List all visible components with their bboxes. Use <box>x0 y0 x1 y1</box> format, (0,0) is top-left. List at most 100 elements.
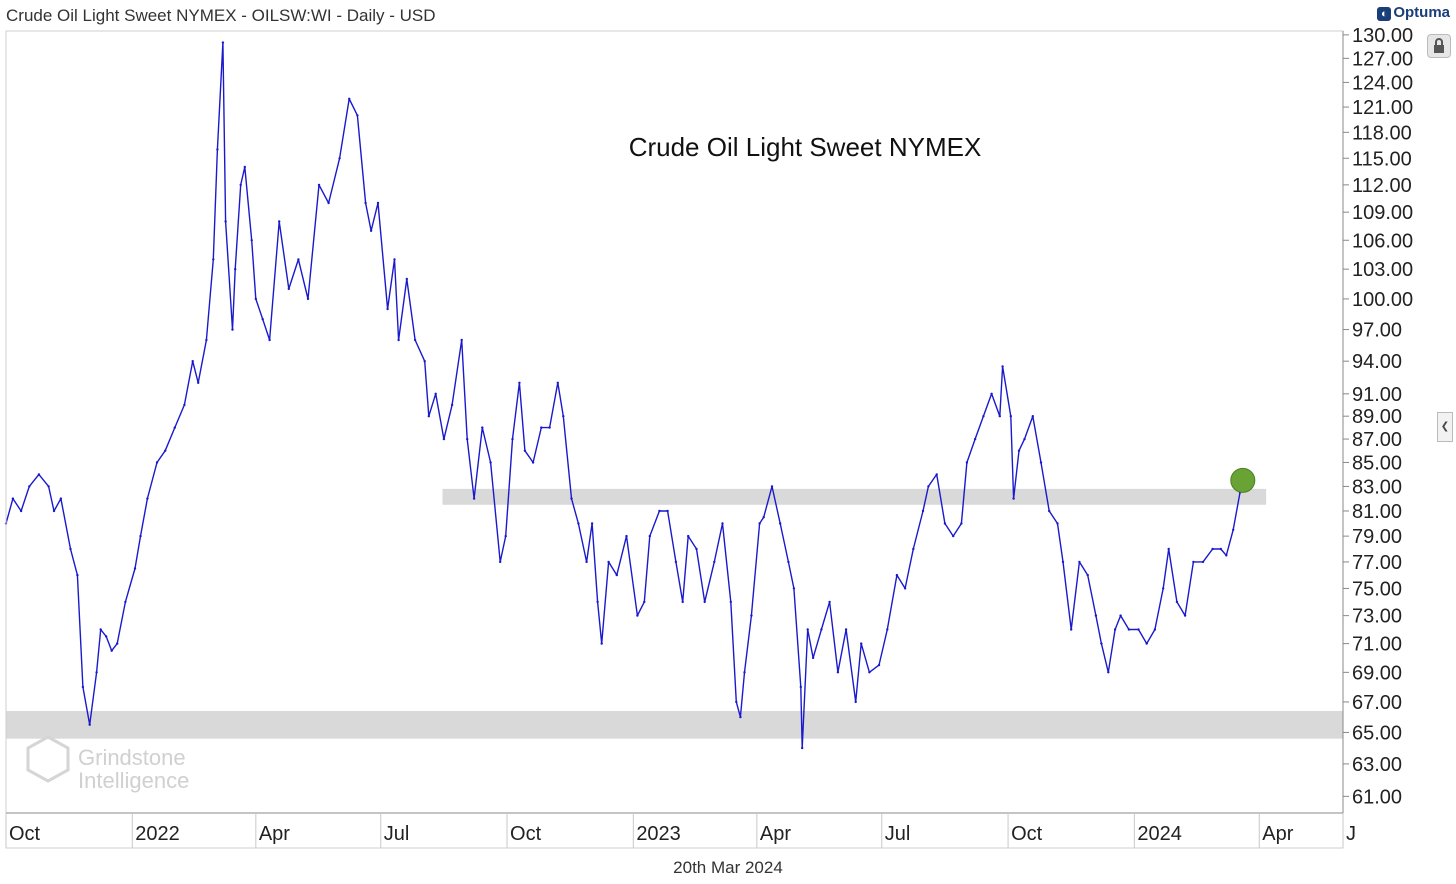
data-point <box>1048 509 1051 513</box>
zone-band-0 <box>442 488 1267 505</box>
data-point <box>877 663 881 667</box>
y-tick-label: 91.00 <box>1352 384 1402 406</box>
data-point <box>191 360 194 363</box>
data-point <box>1056 522 1059 525</box>
data-point <box>570 497 573 500</box>
data-point <box>1078 560 1081 564</box>
x-tick-label: Jul <box>885 823 911 845</box>
data-point <box>1009 415 1012 418</box>
data-point <box>287 287 290 291</box>
data-point <box>625 534 628 538</box>
data-point <box>413 338 417 342</box>
data-point <box>76 573 79 577</box>
data-point <box>146 497 149 500</box>
y-tick-label: 85.00 <box>1352 452 1402 474</box>
data-point <box>327 201 330 205</box>
data-point <box>369 229 373 232</box>
data-point <box>393 258 396 261</box>
data-point <box>750 614 753 617</box>
data-point <box>721 522 724 525</box>
data-point <box>212 258 215 261</box>
data-point <box>116 642 119 645</box>
data-point <box>811 656 815 660</box>
data-point <box>499 560 502 564</box>
y-tick-label: 63.00 <box>1352 754 1402 776</box>
data-point <box>183 403 186 407</box>
data-point <box>758 522 761 525</box>
x-tick-label: 2024 <box>1137 823 1182 845</box>
lock-scale-button[interactable] <box>1427 34 1451 58</box>
series-layer <box>4 41 1256 750</box>
data-point <box>338 157 341 160</box>
y-tick-label: 106.00 <box>1352 230 1413 252</box>
data-point <box>133 567 137 570</box>
data-point <box>687 534 690 538</box>
data-point <box>155 461 159 464</box>
data-point <box>590 522 594 525</box>
data-point <box>1107 671 1110 674</box>
data-point <box>297 258 300 261</box>
data-point <box>95 671 98 674</box>
data-point <box>450 403 454 407</box>
chart-header-title: Crude Oil Light Sweet NYMEX - OILSW:WI -… <box>6 6 436 25</box>
data-point <box>927 485 930 488</box>
watermark: Grindstone Intelligence <box>26 735 189 793</box>
data-point <box>52 509 56 513</box>
y-tick-label: 118.00 <box>1352 122 1412 144</box>
data-point <box>460 338 463 342</box>
y-tick-label: 83.00 <box>1352 476 1402 498</box>
data-point <box>489 461 492 464</box>
data-point <box>466 437 469 441</box>
data-point <box>770 485 774 488</box>
data-point <box>1175 600 1179 604</box>
x-tick-label: Oct <box>1011 823 1043 845</box>
data-point <box>648 534 651 538</box>
data-point <box>1086 573 1089 577</box>
data-point <box>990 392 993 395</box>
x-tick-label: J <box>1346 823 1356 845</box>
x-tick-label: Apr <box>760 823 791 845</box>
data-point <box>164 449 167 452</box>
y-tick-label: 100.00 <box>1352 289 1413 311</box>
x-tick-label: Oct <box>510 823 542 845</box>
data-point <box>1211 547 1214 551</box>
y-tick-label: 89.00 <box>1352 406 1402 428</box>
current-price-marker <box>1230 467 1256 493</box>
data-point <box>69 547 72 551</box>
data-point <box>935 473 938 476</box>
data-point <box>1219 547 1223 551</box>
data-point <box>243 165 246 169</box>
data-point <box>1094 614 1098 617</box>
data-point <box>636 614 639 617</box>
data-point <box>518 381 521 384</box>
data-point <box>1183 614 1187 617</box>
data-point <box>231 328 234 331</box>
data-point <box>268 338 271 342</box>
data-point <box>511 437 514 441</box>
y-tick-label: 79.00 <box>1352 526 1402 548</box>
data-point <box>504 534 507 538</box>
data-point <box>1039 461 1043 464</box>
collapse-panel-button[interactable]: ❮ <box>1437 412 1453 442</box>
data-point <box>681 600 684 604</box>
data-point <box>836 671 840 674</box>
data-point <box>481 426 484 429</box>
data-point <box>703 600 706 604</box>
data-point <box>239 183 242 187</box>
data-point <box>1070 628 1073 631</box>
data-point <box>903 587 907 590</box>
data-point <box>250 239 253 242</box>
price-line-series-0 <box>5 41 1244 749</box>
data-point <box>600 642 603 645</box>
data-point <box>37 473 41 476</box>
data-point <box>1153 628 1157 631</box>
chevron-left-icon: ❮ <box>1440 421 1450 432</box>
watermark-line1: Grindstone <box>78 745 186 770</box>
data-point <box>28 485 31 488</box>
data-point <box>278 220 281 223</box>
data-point <box>548 426 551 429</box>
y-tick-label: 115.00 <box>1352 148 1412 170</box>
data-point <box>1031 415 1035 418</box>
data-point <box>674 560 678 564</box>
zone-layer <box>6 488 1343 739</box>
